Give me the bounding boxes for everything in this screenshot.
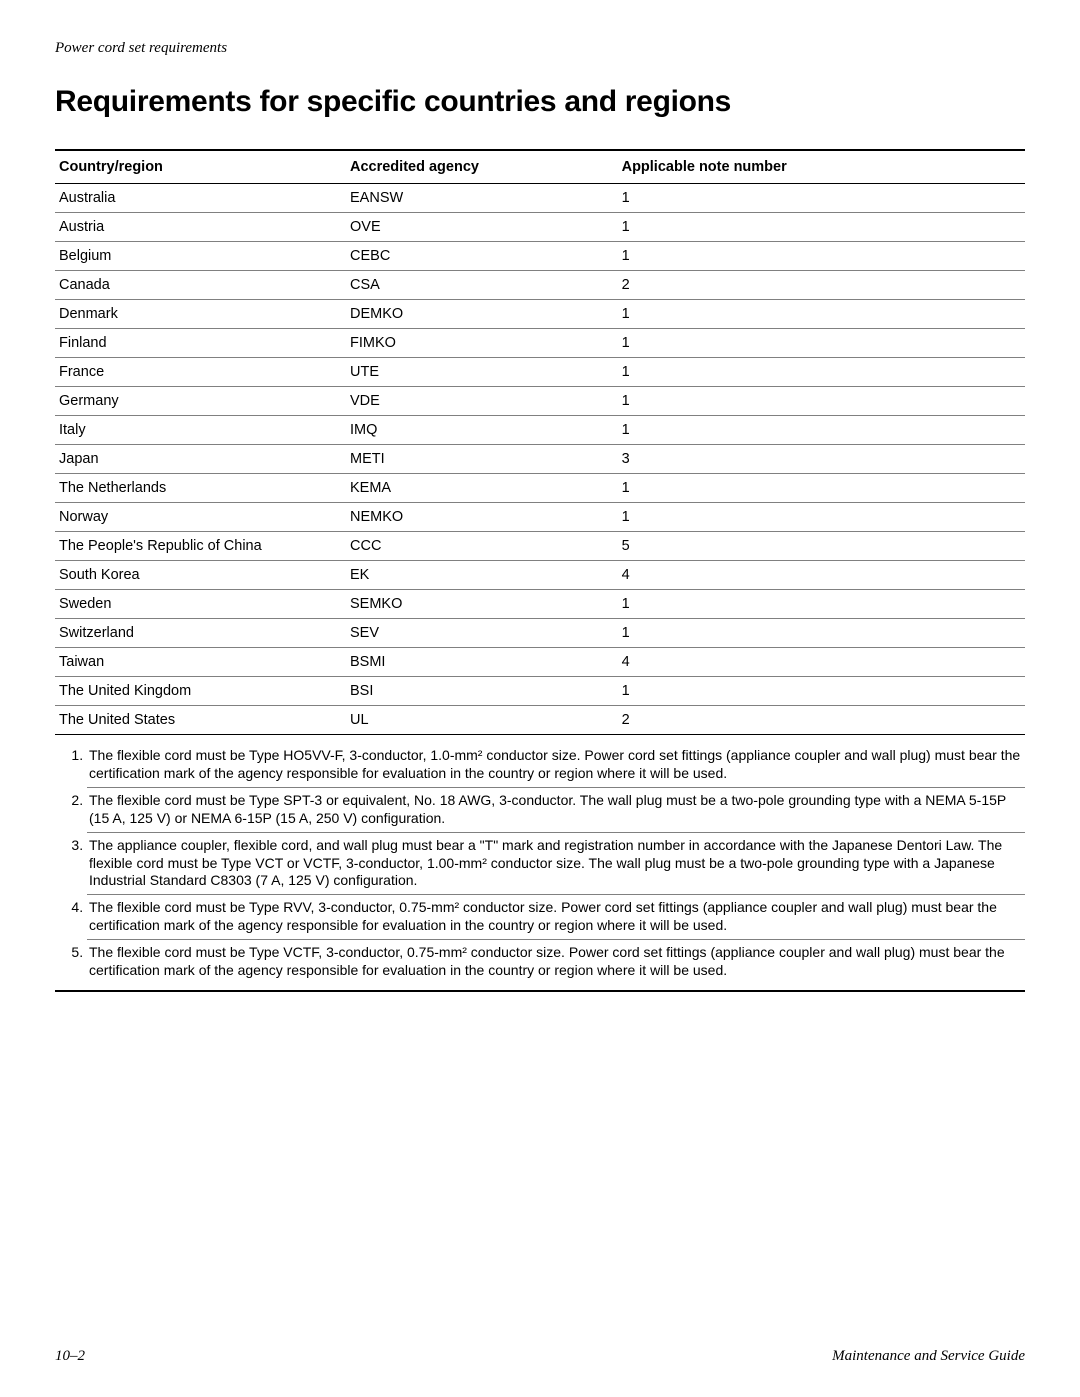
cell-note: 1 [618, 387, 1025, 416]
table-row: JapanMETI3 [55, 445, 1025, 474]
cell-note: 1 [618, 300, 1025, 329]
page-footer: 10–2 Maintenance and Service Guide [55, 1348, 1025, 1365]
table-row: FranceUTE1 [55, 358, 1025, 387]
cell-note: 1 [618, 590, 1025, 619]
cell-country: Denmark [55, 300, 346, 329]
cell-country: South Korea [55, 561, 346, 590]
cell-agency: EK [346, 561, 618, 590]
cell-agency: KEMA [346, 474, 618, 503]
table-row: SwedenSEMKO1 [55, 590, 1025, 619]
cell-agency: CSA [346, 271, 618, 300]
table-row: DenmarkDEMKO1 [55, 300, 1025, 329]
cell-agency: UTE [346, 358, 618, 387]
cell-country: Japan [55, 445, 346, 474]
cell-note: 1 [618, 358, 1025, 387]
cell-agency: DEMKO [346, 300, 618, 329]
table-row: The United StatesUL2 [55, 706, 1025, 735]
cell-country: Australia [55, 184, 346, 213]
cell-agency: SEMKO [346, 590, 618, 619]
col-header-agency: Accredited agency [346, 150, 618, 184]
requirements-table: Country/region Accredited agency Applica… [55, 149, 1025, 735]
cell-note: 2 [618, 706, 1025, 735]
cell-agency: METI [346, 445, 618, 474]
col-header-note: Applicable note number [618, 150, 1025, 184]
cell-agency: EANSW [346, 184, 618, 213]
cell-note: 1 [618, 677, 1025, 706]
cell-country: Austria [55, 213, 346, 242]
cell-country: Sweden [55, 590, 346, 619]
cell-note: 2 [618, 271, 1025, 300]
cell-note: 1 [618, 184, 1025, 213]
cell-agency: SEV [346, 619, 618, 648]
cell-note: 1 [618, 242, 1025, 271]
cell-agency: BSI [346, 677, 618, 706]
footer-guide-title: Maintenance and Service Guide [832, 1348, 1025, 1365]
table-row: SwitzerlandSEV1 [55, 619, 1025, 648]
cell-agency: UL [346, 706, 618, 735]
footer-page-number: 10–2 [55, 1348, 85, 1365]
cell-note: 1 [618, 474, 1025, 503]
cell-country: The United Kingdom [55, 677, 346, 706]
cell-note: 1 [618, 619, 1025, 648]
cell-note: 4 [618, 648, 1025, 677]
note-item: The appliance coupler, flexible cord, an… [87, 833, 1025, 896]
cell-country: Italy [55, 416, 346, 445]
cell-note: 1 [618, 416, 1025, 445]
cell-note: 1 [618, 213, 1025, 242]
table-row: GermanyVDE1 [55, 387, 1025, 416]
table-row: The People's Republic of ChinaCCC5 [55, 532, 1025, 561]
table-row: The United KingdomBSI1 [55, 677, 1025, 706]
cell-agency: VDE [346, 387, 618, 416]
cell-country: Canada [55, 271, 346, 300]
cell-country: The United States [55, 706, 346, 735]
table-row: ItalyIMQ1 [55, 416, 1025, 445]
cell-country: Germany [55, 387, 346, 416]
cell-agency: FIMKO [346, 329, 618, 358]
cell-agency: CEBC [346, 242, 618, 271]
cell-country: Belgium [55, 242, 346, 271]
cell-country: The People's Republic of China [55, 532, 346, 561]
table-row: AustraliaEANSW1 [55, 184, 1025, 213]
note-item: The flexible cord must be Type VCTF, 3-c… [87, 940, 1025, 990]
cell-country: Switzerland [55, 619, 346, 648]
table-row: FinlandFIMKO1 [55, 329, 1025, 358]
note-item: The flexible cord must be Type RVV, 3-co… [87, 895, 1025, 940]
notes-list: The flexible cord must be Type HO5VV-F, … [55, 743, 1025, 992]
table-row: BelgiumCEBC1 [55, 242, 1025, 271]
cell-agency: BSMI [346, 648, 618, 677]
note-item: The flexible cord must be Type SPT-3 or … [87, 788, 1025, 833]
cell-note: 5 [618, 532, 1025, 561]
cell-note: 4 [618, 561, 1025, 590]
running-header: Power cord set requirements [55, 40, 1025, 57]
table-header-row: Country/region Accredited agency Applica… [55, 150, 1025, 184]
page-title: Requirements for specific countries and … [55, 85, 1025, 119]
cell-country: The Netherlands [55, 474, 346, 503]
table-row: NorwayNEMKO1 [55, 503, 1025, 532]
note-item: The flexible cord must be Type HO5VV-F, … [87, 743, 1025, 788]
col-header-country: Country/region [55, 150, 346, 184]
cell-note: 1 [618, 503, 1025, 532]
cell-country: Taiwan [55, 648, 346, 677]
cell-agency: NEMKO [346, 503, 618, 532]
cell-note: 1 [618, 329, 1025, 358]
table-row: TaiwanBSMI4 [55, 648, 1025, 677]
cell-country: Norway [55, 503, 346, 532]
table-row: South KoreaEK4 [55, 561, 1025, 590]
page-content: Power cord set requirements Requirements… [0, 0, 1080, 992]
cell-agency: IMQ [346, 416, 618, 445]
table-row: AustriaOVE1 [55, 213, 1025, 242]
cell-country: Finland [55, 329, 346, 358]
table-row: CanadaCSA2 [55, 271, 1025, 300]
cell-country: France [55, 358, 346, 387]
cell-agency: CCC [346, 532, 618, 561]
cell-note: 3 [618, 445, 1025, 474]
cell-agency: OVE [346, 213, 618, 242]
table-row: The NetherlandsKEMA1 [55, 474, 1025, 503]
